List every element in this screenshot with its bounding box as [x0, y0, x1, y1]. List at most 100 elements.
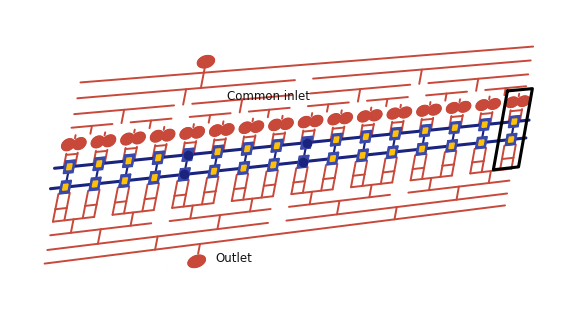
Polygon shape [446, 140, 457, 152]
Polygon shape [244, 146, 250, 151]
Polygon shape [93, 181, 98, 187]
Polygon shape [152, 151, 164, 164]
Polygon shape [66, 164, 72, 170]
Polygon shape [178, 168, 190, 181]
Polygon shape [197, 56, 214, 68]
Polygon shape [211, 168, 217, 174]
Polygon shape [239, 122, 252, 133]
Polygon shape [357, 111, 371, 122]
Polygon shape [399, 107, 411, 118]
Polygon shape [269, 119, 282, 130]
Polygon shape [509, 116, 520, 128]
Polygon shape [301, 136, 313, 149]
Polygon shape [96, 161, 102, 167]
Polygon shape [428, 104, 441, 115]
Polygon shape [242, 142, 253, 155]
Polygon shape [91, 136, 104, 148]
Polygon shape [271, 162, 276, 168]
Polygon shape [274, 143, 280, 149]
Polygon shape [152, 175, 157, 181]
Polygon shape [121, 133, 134, 145]
Text: Outlet: Outlet [216, 252, 253, 265]
Polygon shape [369, 110, 382, 121]
Polygon shape [271, 139, 283, 152]
Polygon shape [251, 121, 264, 132]
Polygon shape [482, 122, 487, 127]
Polygon shape [126, 158, 132, 164]
Polygon shape [182, 148, 194, 162]
Polygon shape [517, 96, 530, 106]
Polygon shape [360, 152, 365, 158]
Polygon shape [63, 160, 76, 173]
Polygon shape [208, 165, 220, 178]
Polygon shape [93, 157, 105, 171]
Polygon shape [73, 138, 86, 150]
Polygon shape [310, 115, 323, 127]
Polygon shape [280, 118, 293, 130]
Polygon shape [339, 113, 352, 124]
Polygon shape [505, 133, 517, 146]
Polygon shape [423, 128, 428, 133]
Polygon shape [188, 255, 205, 267]
Polygon shape [476, 100, 489, 110]
Polygon shape [458, 101, 471, 112]
Polygon shape [89, 177, 101, 191]
Polygon shape [212, 145, 223, 158]
Polygon shape [63, 184, 68, 190]
Polygon shape [102, 135, 116, 147]
Polygon shape [386, 146, 398, 159]
Polygon shape [62, 139, 74, 151]
Polygon shape [123, 154, 134, 168]
Polygon shape [512, 119, 517, 124]
Polygon shape [449, 143, 455, 149]
Polygon shape [155, 155, 161, 161]
Polygon shape [506, 97, 519, 108]
Polygon shape [150, 130, 164, 142]
Polygon shape [191, 127, 204, 138]
Polygon shape [475, 137, 487, 149]
Polygon shape [148, 171, 161, 184]
Polygon shape [417, 105, 430, 116]
Polygon shape [389, 149, 395, 155]
Polygon shape [241, 165, 246, 171]
Polygon shape [237, 162, 250, 175]
Polygon shape [446, 103, 459, 113]
Polygon shape [210, 125, 222, 136]
Polygon shape [509, 137, 514, 142]
Polygon shape [487, 99, 501, 109]
Polygon shape [387, 108, 400, 119]
Polygon shape [357, 149, 368, 162]
Polygon shape [59, 180, 72, 194]
Polygon shape [180, 128, 193, 139]
Polygon shape [333, 137, 339, 142]
Polygon shape [416, 143, 428, 155]
Polygon shape [479, 119, 491, 131]
Polygon shape [363, 134, 368, 140]
Polygon shape [420, 124, 431, 137]
Polygon shape [452, 125, 457, 130]
Polygon shape [267, 158, 279, 172]
Polygon shape [328, 114, 341, 125]
Polygon shape [393, 131, 398, 136]
Polygon shape [162, 130, 175, 141]
Polygon shape [122, 178, 127, 184]
Polygon shape [419, 146, 425, 152]
Polygon shape [327, 152, 339, 165]
Polygon shape [479, 140, 484, 145]
Polygon shape [390, 127, 402, 140]
Polygon shape [360, 130, 372, 143]
Polygon shape [182, 172, 187, 177]
Polygon shape [299, 117, 311, 128]
Polygon shape [185, 152, 191, 158]
Polygon shape [300, 159, 306, 165]
Polygon shape [449, 121, 461, 134]
Polygon shape [331, 133, 342, 146]
Polygon shape [304, 140, 309, 146]
Polygon shape [221, 124, 234, 135]
Polygon shape [330, 156, 335, 162]
Polygon shape [132, 132, 145, 144]
Polygon shape [119, 174, 131, 188]
Polygon shape [297, 155, 309, 168]
Polygon shape [215, 149, 221, 155]
Text: Common inlet: Common inlet [227, 90, 310, 103]
